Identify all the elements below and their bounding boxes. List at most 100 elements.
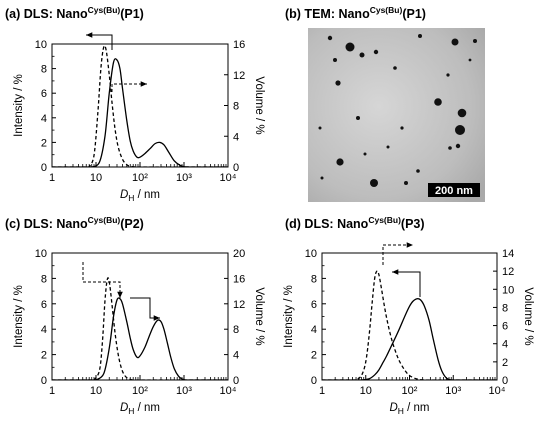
tem-particle — [318, 126, 322, 130]
tem-micrograph-background — [308, 28, 485, 202]
y-right-tick-label: 16 — [233, 273, 245, 285]
panel-b-title: (b) TEM: NanoCys(Bu)(P1) — [285, 5, 426, 21]
y-right-tick-label: 12 — [502, 266, 514, 278]
y-left-tick-label: 8 — [41, 273, 47, 285]
y-left-axis-label: Intensity / % — [13, 285, 25, 348]
tem-particle — [468, 58, 472, 62]
panel-d-title: (d) DLS: NanoCys(Bu)(P3) — [285, 215, 425, 231]
tem-particle — [327, 35, 333, 41]
x-tick-label: 10⁴ — [220, 172, 237, 184]
x-tick-label: 1 — [319, 385, 325, 397]
volume-axis-arrow — [382, 242, 413, 265]
x-tick-label: 10 — [360, 385, 372, 397]
y-right-tick-label: 8 — [502, 302, 508, 314]
y-right-tick-label: 2 — [502, 357, 508, 369]
x-tick-label: 10² — [402, 385, 418, 397]
plot-frame — [51, 43, 229, 168]
volume-axis-arrow — [111, 81, 147, 92]
tem-particle — [457, 108, 467, 118]
tem-particle — [393, 66, 397, 70]
y-left-axis-label: Intensity / % — [283, 285, 295, 348]
tem-particle — [336, 158, 344, 166]
intensity-axis-arrow — [392, 269, 421, 297]
y-right-tick-label: 20 — [233, 248, 245, 260]
y-left-tick-label: 2 — [41, 350, 47, 362]
x-tick-label: 10² — [132, 385, 148, 397]
tem-particle — [446, 73, 450, 77]
y-left-tick-label: 10 — [35, 39, 47, 51]
panel-c-intensity-volume-chart: (c) DLS: NanoCys(Bu)(P2) 1 10 10² 10³ 10⁴024… — [5, 215, 265, 416]
volume-curve — [52, 277, 228, 380]
scale-bar-box — [428, 183, 480, 197]
tem-particle — [386, 145, 390, 149]
tem-particle — [416, 169, 420, 173]
scale-bar-label: 200 nm — [435, 185, 473, 197]
y-left-tick-label: 6 — [41, 88, 47, 100]
tem-particle — [370, 179, 378, 187]
panel-a-title: (a) DLS: NanoCys(Bu)(P1) — [5, 5, 144, 21]
tem-particle — [400, 126, 404, 130]
intensity-axis-arrow — [86, 32, 113, 50]
y-right-tick-label: 4 — [233, 350, 239, 362]
intensity-curve — [322, 298, 497, 380]
y-left-tick-label: 10 — [35, 248, 47, 260]
y-left-tick-label: 0 — [41, 162, 47, 174]
y-right-tick-label: 4 — [502, 339, 508, 351]
y-right-axis-label: Volume / % — [253, 76, 265, 134]
x-tick-label: 10 — [90, 385, 102, 397]
y-left-axis-label: Intensity / % — [13, 74, 25, 137]
y-right-axis-label: Volume / % — [253, 287, 265, 345]
panel-d-intensity-volume-chart: (d) DLS: NanoCys(Bu)(P3) 1 10 10² 10³ 10⁴024… — [283, 215, 534, 416]
y-left-tick-label: 0 — [41, 375, 47, 387]
y-right-tick-label: 14 — [502, 248, 514, 260]
y-right-tick-label: 6 — [502, 321, 508, 333]
x-tick-label: 10³ — [445, 385, 461, 397]
tem-particle — [333, 58, 337, 62]
x-tick-label: 10² — [132, 172, 148, 184]
tem-particle — [434, 98, 442, 106]
tem-particle — [473, 39, 477, 43]
y-right-tick-label: 0 — [233, 162, 239, 174]
y-right-tick-label: 12 — [233, 299, 245, 311]
tem-particle — [345, 42, 355, 52]
y-left-tick-label: 6 — [311, 299, 317, 311]
y-right-tick-label: 8 — [233, 324, 239, 336]
volume-curve — [322, 270, 497, 380]
tem-particle — [359, 52, 365, 58]
y-right-tick-label: 0 — [502, 375, 508, 387]
y-left-tick-label: 4 — [41, 324, 47, 336]
y-left-tick-label: 4 — [311, 324, 317, 336]
x-tick-label: 10 — [90, 172, 102, 184]
intensity-curve — [52, 297, 228, 380]
y-left-tick-label: 4 — [41, 113, 47, 125]
y-right-tick-label: 0 — [233, 375, 239, 387]
y-right-tick-label: 16 — [233, 39, 245, 51]
y-left-tick-label: 2 — [41, 137, 47, 149]
y-right-axis-label: Volume / % — [522, 287, 534, 345]
panel-b-tem-image: (b) TEM: NanoCys(Bu)(P1) 200 nm — [285, 5, 485, 202]
y-right-tick-label: 4 — [233, 131, 239, 143]
tem-particle — [451, 38, 459, 46]
y-left-tick-label: 8 — [311, 273, 317, 285]
x-axis-label: DH / nm — [120, 189, 160, 203]
y-left-tick-label: 2 — [311, 350, 317, 362]
tem-particle — [335, 80, 341, 86]
y-left-tick-label: 10 — [305, 248, 317, 260]
volume-curve — [52, 44, 228, 167]
tem-particle — [320, 176, 324, 180]
y-left-tick-label: 6 — [41, 299, 47, 311]
x-axis-label: DH / nm — [389, 402, 429, 416]
x-tick-label: 1 — [49, 172, 55, 184]
intensity-axis-arrow — [82, 262, 123, 298]
intensity-curve — [52, 58, 228, 167]
y-left-tick-label: 8 — [41, 64, 47, 76]
x-axis-label: DH / nm — [120, 402, 160, 416]
tem-particle — [356, 116, 360, 120]
x-tick-label: 1 — [49, 385, 55, 397]
tem-particle — [373, 49, 379, 55]
volume-axis-arrow — [130, 297, 160, 321]
tem-particle — [448, 146, 452, 150]
x-tick-label: 10³ — [176, 385, 192, 397]
x-tick-label: 10³ — [176, 172, 192, 184]
